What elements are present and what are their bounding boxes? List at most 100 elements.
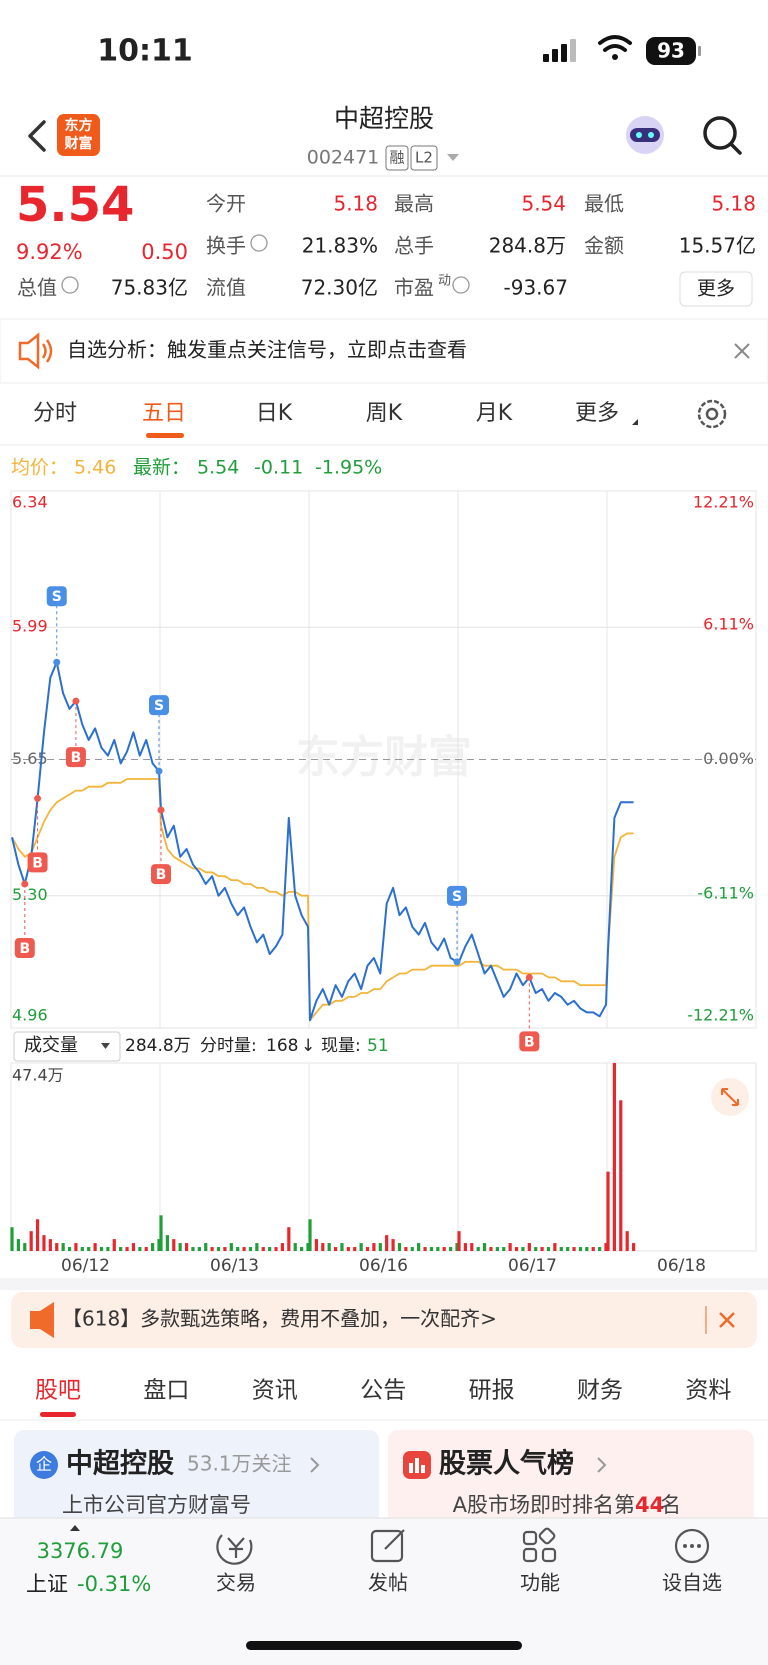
field-value: 72.30亿 xyxy=(301,276,378,300)
volume-bar xyxy=(165,1235,169,1251)
info-tab[interactable]: 公告 xyxy=(360,1378,406,1404)
avg-price-line xyxy=(11,778,634,1022)
dropdown-arrow[interactable] xyxy=(447,154,459,161)
card-icon xyxy=(30,1451,58,1479)
signal-badge xyxy=(46,586,67,607)
latest-value: 5.54 xyxy=(197,457,239,479)
card-title[interactable]: 中超控股 xyxy=(66,1449,174,1480)
field-label: 最低 xyxy=(584,192,624,216)
settings-button[interactable] xyxy=(697,399,727,429)
volume-bar xyxy=(378,1243,382,1251)
nav-item[interactable]: 交易 xyxy=(216,1571,256,1595)
volume-selector-label[interactable]: 成交量 xyxy=(24,1035,78,1056)
volume-selector[interactable] xyxy=(13,1031,121,1062)
info-tab[interactable]: 财务 xyxy=(577,1378,623,1404)
close-ad[interactable] xyxy=(719,1312,735,1328)
chart-tab[interactable]: 周K xyxy=(366,401,403,426)
signal-label: B xyxy=(19,941,30,957)
volume-bar xyxy=(482,1243,487,1251)
ad-text[interactable]: 【618】多款甄选策略，费用不叠加，一次配齐> xyxy=(62,1307,497,1331)
watchlist-icon xyxy=(674,1528,710,1564)
volume-bar xyxy=(280,1243,285,1251)
index-value[interactable]: 3376.79 xyxy=(37,1539,124,1563)
volume-bar xyxy=(151,1243,155,1251)
signal-badge xyxy=(447,885,467,906)
volume-bar xyxy=(508,1243,512,1251)
signal-label: S xyxy=(452,889,462,905)
volume-bar xyxy=(255,1243,259,1251)
volume-bar xyxy=(178,1243,182,1251)
info-icon xyxy=(452,276,470,294)
volume-bar xyxy=(365,1247,370,1251)
nav-item[interactable]: 发帖 xyxy=(368,1571,408,1595)
index-name[interactable]: 上证 xyxy=(26,1572,68,1596)
info-tab[interactable]: 资讯 xyxy=(252,1378,298,1404)
volume-bar xyxy=(229,1243,233,1251)
volume-bar xyxy=(546,1247,551,1251)
volume-bar xyxy=(353,1247,357,1251)
field-label: 市盈 xyxy=(394,276,434,300)
card-ranking[interactable] xyxy=(388,1430,754,1525)
signal-point xyxy=(34,794,42,802)
notice-bar[interactable] xyxy=(0,318,768,384)
info-tab[interactable]: 盘口 xyxy=(143,1378,189,1404)
search-button[interactable] xyxy=(703,116,742,155)
card-sub: 上市公司官方财富号 xyxy=(62,1493,251,1517)
volume-bar xyxy=(261,1247,265,1251)
info-tab[interactable]: 股吧 xyxy=(35,1378,81,1404)
chart-tab[interactable]: 分时 xyxy=(33,401,77,426)
volume-bar xyxy=(248,1247,253,1251)
chart-tab[interactable]: 月K xyxy=(476,401,513,426)
volume-bar xyxy=(87,1247,91,1251)
field-value: 5.54 xyxy=(521,192,566,216)
volume-bar xyxy=(566,1247,570,1251)
volume-bar xyxy=(138,1247,142,1251)
chart-tab[interactable]: 日K xyxy=(256,401,293,426)
volume-bar xyxy=(591,1247,595,1251)
volume-bar xyxy=(210,1247,214,1251)
back-button[interactable] xyxy=(28,120,46,152)
field-label: 今开 xyxy=(206,192,246,216)
index-change[interactable]: -0.31% xyxy=(77,1572,151,1596)
close-notice[interactable] xyxy=(734,343,750,359)
chart-tab[interactable]: 五日 xyxy=(142,401,186,426)
ad-icon xyxy=(30,1302,54,1338)
more-button-label[interactable]: 更多 xyxy=(697,278,735,300)
assistant-icon[interactable] xyxy=(626,116,664,154)
field-value: -93.67 xyxy=(504,276,568,300)
x-tick-label: 06/17 xyxy=(508,1256,557,1276)
nav-item[interactable]: 设自选 xyxy=(662,1571,722,1595)
y-tick-label: 5.30 xyxy=(12,885,48,904)
more-button[interactable] xyxy=(679,271,753,307)
expand-button[interactable] xyxy=(711,1078,749,1116)
latest-change-pct: -1.95% xyxy=(315,457,382,479)
notice-text[interactable]: 自选分析：触发重点关注信号，立即点击查看 xyxy=(67,338,467,362)
volume-bar xyxy=(625,1231,629,1251)
card-icon-text: 企 xyxy=(36,1455,52,1474)
signal-point xyxy=(155,767,163,775)
signal-point xyxy=(453,958,461,966)
volume-bar xyxy=(287,1227,291,1251)
card-title[interactable]: 股票人气榜 xyxy=(439,1448,574,1480)
chart-tab[interactable]: 更多 xyxy=(575,401,619,426)
card-official[interactable] xyxy=(14,1430,379,1525)
volume-bar xyxy=(23,1243,27,1251)
signal-badge xyxy=(65,747,86,768)
volume-bar xyxy=(274,1247,278,1251)
nav-item[interactable]: 功能 xyxy=(520,1571,560,1595)
ad-banner[interactable] xyxy=(11,1292,757,1348)
y2-tick-label: 0.00% xyxy=(703,749,754,768)
info-tab[interactable]: 资料 xyxy=(685,1378,731,1404)
volume-chart: 47.4万 06/12 06/13 06/16 06/17 06/18 xyxy=(10,1062,756,1276)
watermark: 东方财富 xyxy=(296,732,472,783)
battery-tip xyxy=(698,46,701,56)
battery xyxy=(646,37,696,65)
volume-bar xyxy=(463,1243,467,1251)
current-volume: 51 xyxy=(367,1036,389,1056)
y2-tick-label: -12.21% xyxy=(687,1006,754,1025)
info-tab[interactable]: 研报 xyxy=(469,1378,515,1404)
badge xyxy=(410,145,438,171)
volume-bar xyxy=(436,1247,440,1251)
badge-text: L2 xyxy=(415,149,433,167)
